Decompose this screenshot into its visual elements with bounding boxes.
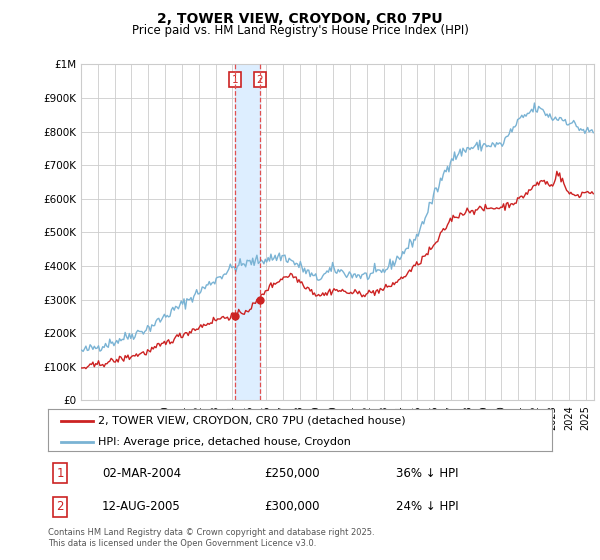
Text: 2: 2 [56,500,64,514]
Text: 24% ↓ HPI: 24% ↓ HPI [396,500,458,514]
Text: 2, TOWER VIEW, CROYDON, CR0 7PU: 2, TOWER VIEW, CROYDON, CR0 7PU [157,12,443,26]
Text: Price paid vs. HM Land Registry's House Price Index (HPI): Price paid vs. HM Land Registry's House … [131,24,469,36]
Text: 2, TOWER VIEW, CROYDON, CR0 7PU (detached house): 2, TOWER VIEW, CROYDON, CR0 7PU (detache… [98,416,406,426]
Text: 1: 1 [56,466,64,480]
Text: 36% ↓ HPI: 36% ↓ HPI [396,466,458,480]
Text: £300,000: £300,000 [264,500,320,514]
Text: HPI: Average price, detached house, Croydon: HPI: Average price, detached house, Croy… [98,437,351,446]
Text: 2: 2 [256,74,263,85]
Bar [235,64,260,400]
Text: 12-AUG-2005: 12-AUG-2005 [102,500,181,514]
Text: 02-MAR-2004: 02-MAR-2004 [102,466,181,480]
Text: 1: 1 [232,74,239,85]
Text: Contains HM Land Registry data © Crown copyright and database right 2025.
This d: Contains HM Land Registry data © Crown c… [48,528,374,548]
Text: £250,000: £250,000 [264,466,320,480]
